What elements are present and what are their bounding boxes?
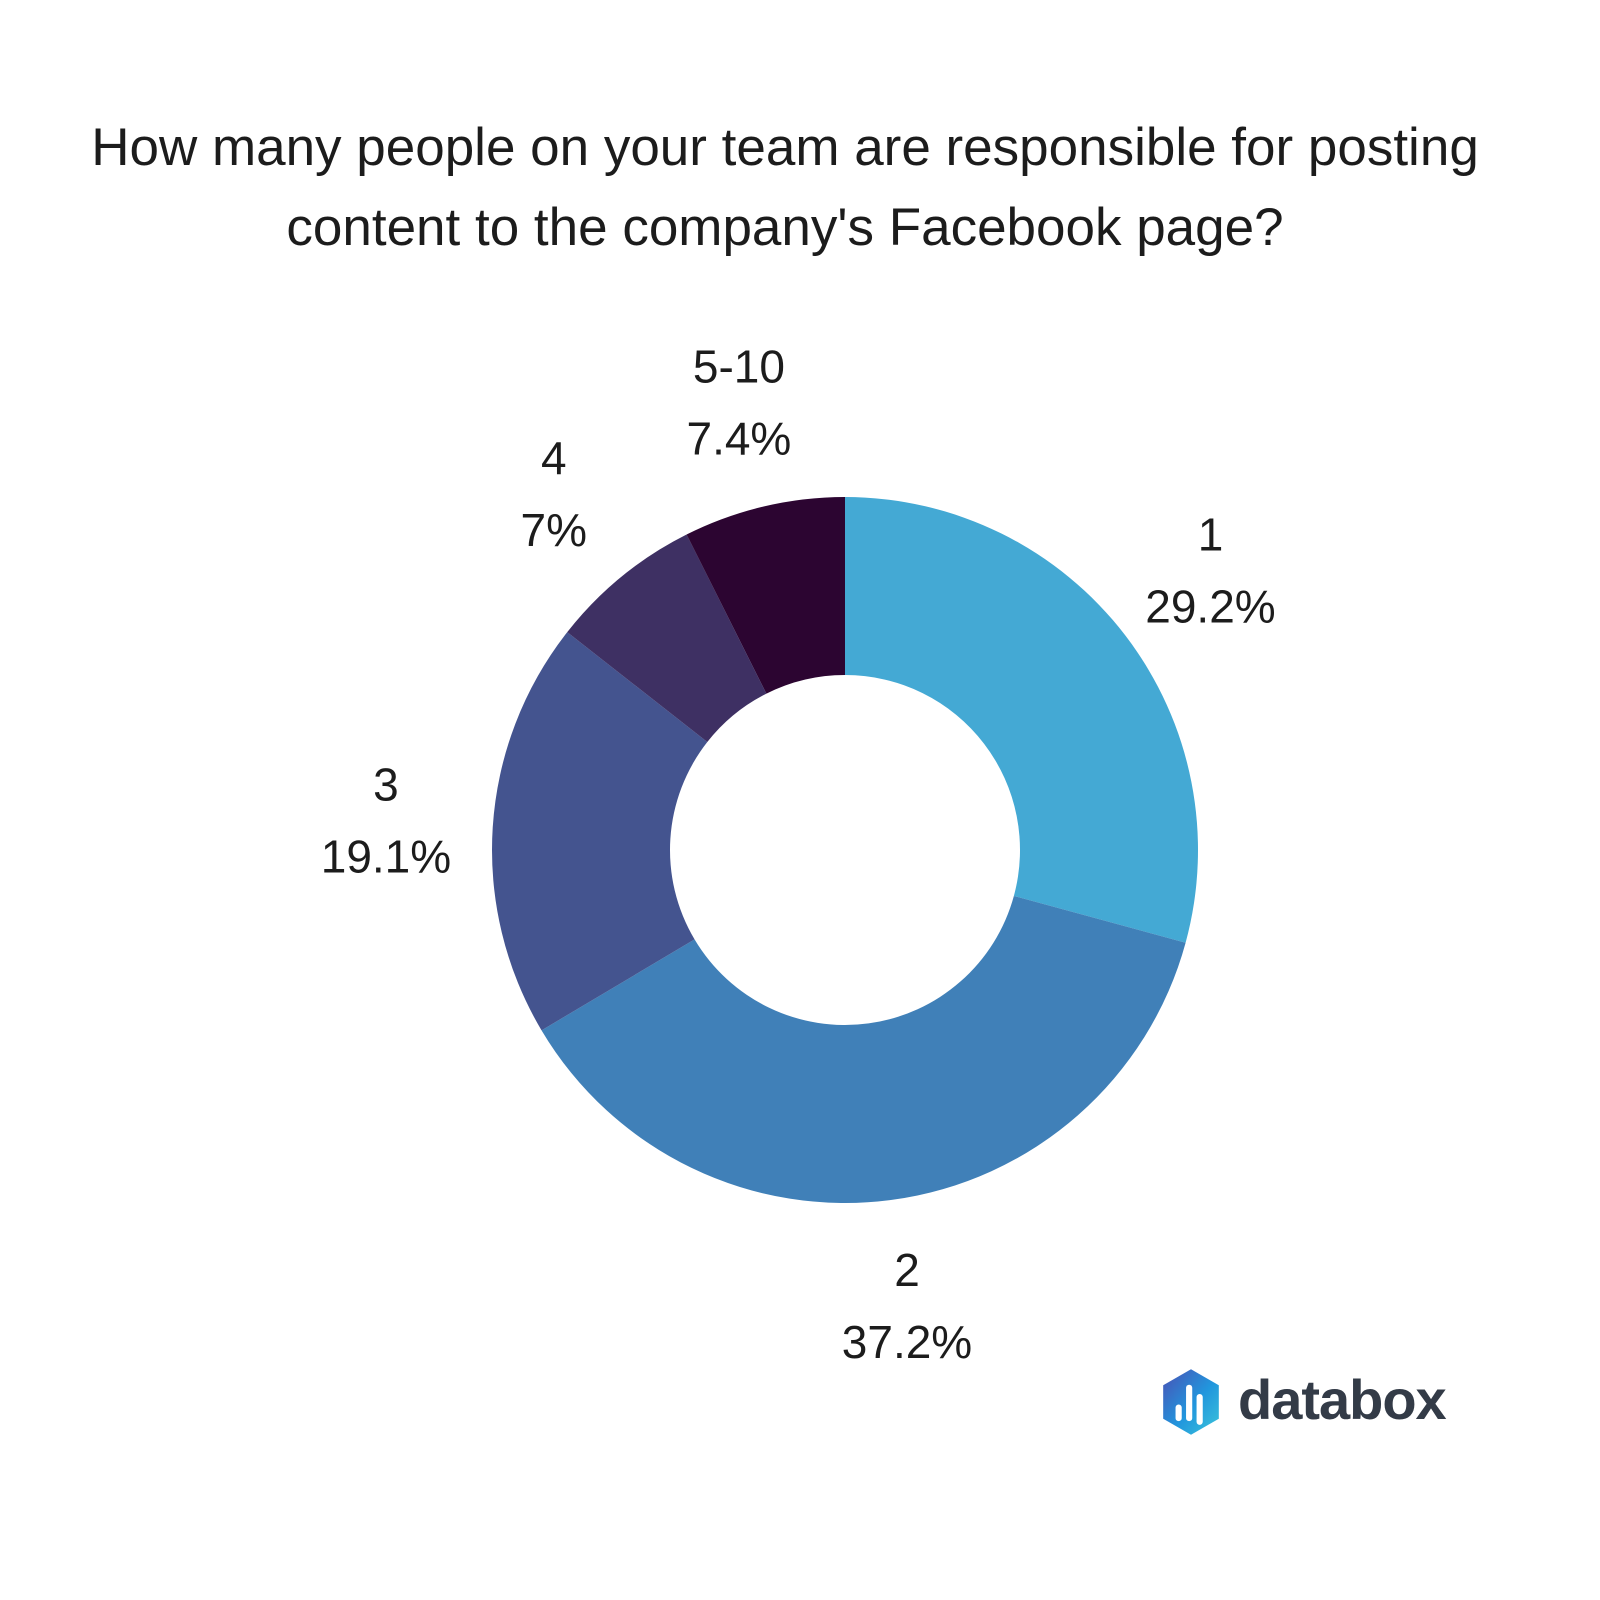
slice-label-value-2: 37.2% xyxy=(842,1316,972,1368)
chart-title: How many people on your team are respons… xyxy=(91,118,1479,257)
donut-segment-1 xyxy=(845,497,1198,943)
donut-segment-3 xyxy=(492,632,708,1031)
slice-labels: 1 29.2% 2 37.2% 3 19.1% 4 7% 5-10 7.4% xyxy=(321,340,1276,1367)
databox-hexagon-barchart-icon xyxy=(1163,1369,1219,1435)
donut-segments xyxy=(492,497,1198,1203)
slice-label-value-4: 7% xyxy=(521,504,587,556)
databox-wordmark: databox xyxy=(1238,1368,1447,1431)
slice-label-value-3: 19.1% xyxy=(321,830,451,882)
donut-segment-4 xyxy=(567,534,767,742)
slice-label-name-4: 4 xyxy=(541,432,567,484)
slice-label-value-1: 29.2% xyxy=(1145,581,1275,633)
slice-label-name-5-10: 5-10 xyxy=(693,340,785,392)
bar-chart-glyph xyxy=(1175,1384,1203,1425)
slice-label-value-5-10: 7.4% xyxy=(686,412,791,464)
slice-label-name-3: 3 xyxy=(373,758,399,810)
donut-segment-5-10 xyxy=(686,497,845,694)
donut-segment-2 xyxy=(541,895,1186,1203)
slice-label-name-2: 2 xyxy=(894,1244,920,1296)
slice-label-name-1: 1 xyxy=(1198,509,1224,561)
databox-logo: databox xyxy=(1160,1368,1447,1436)
